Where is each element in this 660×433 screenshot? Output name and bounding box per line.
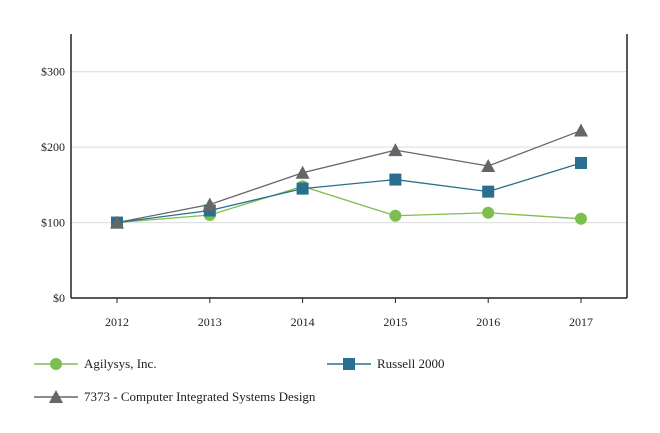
data-point-circle xyxy=(389,209,402,222)
data-point-square xyxy=(389,173,402,186)
y-tick-label: $100 xyxy=(41,216,65,230)
x-tick-label: 2014 xyxy=(291,315,315,329)
marker-layer xyxy=(110,123,588,229)
grid-layer xyxy=(71,71,627,224)
data-point-square xyxy=(296,182,309,195)
x-tick-label: 2013 xyxy=(198,315,222,329)
x-tick-label: 2017 xyxy=(569,315,593,329)
series-layer xyxy=(116,129,582,224)
data-point-square xyxy=(482,185,495,198)
data-point-circle xyxy=(575,212,587,225)
y-tick-label: $300 xyxy=(41,65,65,79)
data-point-square xyxy=(575,156,587,169)
data-point-triangle xyxy=(202,197,217,211)
series-line xyxy=(116,185,582,224)
data-point-triangle xyxy=(388,143,403,157)
data-point-triangle xyxy=(295,165,310,179)
x-tick-label: 2016 xyxy=(476,315,500,329)
x-tick-label: 2015 xyxy=(383,315,407,329)
series-line xyxy=(116,162,582,224)
x-tick-label: 2012 xyxy=(105,315,129,329)
data-point-triangle xyxy=(110,215,124,229)
series-line xyxy=(116,129,582,224)
axis-layer: $0 $100 $200 $300 2012 2013 2014 2015 2016 2017 xyxy=(41,34,628,329)
y-tick-label: $0 xyxy=(53,291,65,305)
data-point-triangle xyxy=(574,123,588,137)
y-tick-label: $200 xyxy=(41,140,65,154)
data-point-triangle xyxy=(481,159,496,172)
data-point-circle xyxy=(482,206,495,219)
